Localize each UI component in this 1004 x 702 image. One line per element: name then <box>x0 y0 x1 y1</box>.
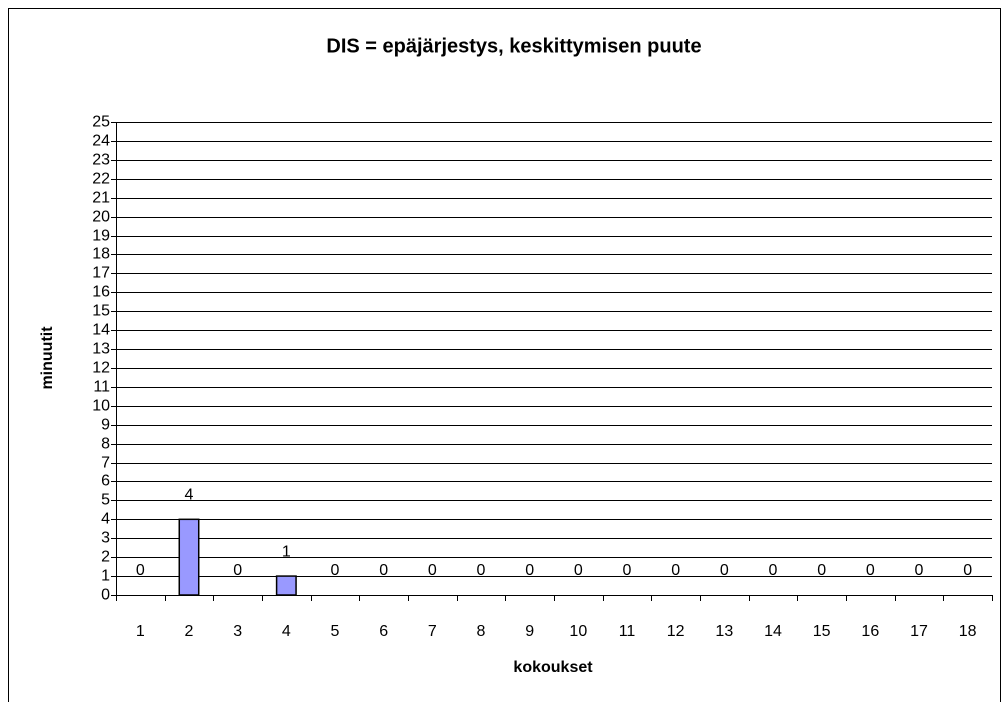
y-tick-label: 24 <box>92 133 110 150</box>
chart-title: DIS = epäjärjestys, keskittymisen puute <box>326 35 701 57</box>
x-tick-label: 5 <box>331 623 340 640</box>
x-tick-label: 14 <box>764 623 782 640</box>
x-tick-label: 7 <box>428 623 437 640</box>
data-label: 0 <box>379 562 388 579</box>
data-label: 0 <box>574 562 583 579</box>
x-tick-label: 6 <box>379 623 388 640</box>
x-tick-label: 3 <box>233 623 242 640</box>
y-tick-label: 15 <box>92 303 110 320</box>
data-label: 0 <box>866 562 875 579</box>
x-tick-label: 15 <box>813 623 831 640</box>
y-axis-title: minuutit <box>39 326 56 390</box>
data-label: 0 <box>136 562 145 579</box>
y-tick-label: 10 <box>92 398 110 415</box>
y-tick-label: 19 <box>92 228 110 245</box>
x-tick-label: 13 <box>715 623 733 640</box>
y-tick-label: 14 <box>92 322 110 339</box>
y-tick-label: 23 <box>92 152 110 169</box>
x-tick-label: 2 <box>185 623 194 640</box>
x-tick-label: 8 <box>477 623 486 640</box>
x-tick-label: 17 <box>910 623 928 640</box>
y-tick-label: 20 <box>92 209 110 226</box>
bar <box>178 518 200 596</box>
data-label: 0 <box>477 562 486 579</box>
y-tick-label: 12 <box>92 360 110 377</box>
x-tick-label: 12 <box>667 623 685 640</box>
y-tick-label: 3 <box>101 530 110 547</box>
y-tick-label: 7 <box>101 455 110 472</box>
y-tick-label: 18 <box>92 246 110 263</box>
data-label: 0 <box>720 562 729 579</box>
y-tick-label: 13 <box>92 341 110 358</box>
data-label: 0 <box>963 562 972 579</box>
y-tick-label: 2 <box>101 549 110 566</box>
x-tick-label: 1 <box>136 623 145 640</box>
y-tick-label: 22 <box>92 171 110 188</box>
x-tick-label: 18 <box>959 623 977 640</box>
bar <box>275 575 297 596</box>
x-tick-label: 10 <box>569 623 587 640</box>
data-label: 0 <box>915 562 924 579</box>
data-label: 1 <box>282 543 291 560</box>
data-label: 0 <box>769 562 778 579</box>
y-tick-label: 11 <box>93 379 110 396</box>
data-label: 4 <box>185 487 194 504</box>
data-label: 0 <box>233 562 242 579</box>
y-tick-label: 1 <box>101 568 110 585</box>
y-tick-label: 16 <box>92 284 110 301</box>
x-tick-label: 11 <box>619 623 636 640</box>
data-label: 0 <box>525 562 534 579</box>
data-label: 0 <box>623 562 632 579</box>
data-label: 0 <box>331 562 340 579</box>
y-tick-label: 4 <box>101 511 110 528</box>
x-tick-label: 16 <box>861 623 879 640</box>
y-tick-label: 6 <box>101 473 110 490</box>
data-label: 0 <box>428 562 437 579</box>
data-label: 0 <box>817 562 826 579</box>
data-label: 0 <box>671 562 680 579</box>
x-tick-label: 4 <box>282 623 291 640</box>
y-tick-label: 25 <box>92 114 110 131</box>
y-tick-label: 21 <box>92 190 110 207</box>
y-tick-label: 8 <box>101 436 110 453</box>
chart-frame <box>8 8 1001 702</box>
x-axis-title: kokoukset <box>513 659 593 676</box>
x-tick-label: 9 <box>525 623 534 640</box>
y-tick-label: 9 <box>101 417 110 434</box>
y-tick-label: 0 <box>101 587 110 604</box>
y-tick-label: 17 <box>92 265 110 282</box>
y-tick-label: 5 <box>101 492 110 509</box>
